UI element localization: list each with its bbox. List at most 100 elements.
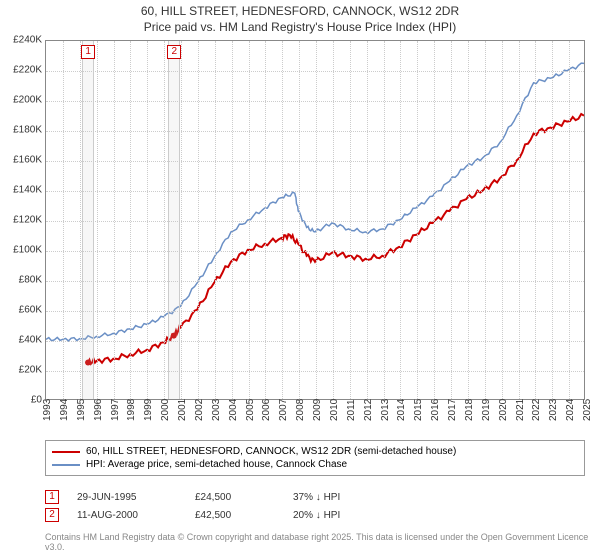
y-tick-label: £20K <box>2 365 42 376</box>
sale-marker-band <box>82 41 94 399</box>
x-tick-label: 2012 <box>363 399 374 421</box>
sale-marker-box: 1 <box>81 45 95 59</box>
y-gridline <box>46 71 584 72</box>
legend-swatch <box>52 451 80 453</box>
sale-marker-box: 2 <box>167 45 181 59</box>
y-tick-label: £60K <box>2 305 42 316</box>
series-price_paid <box>88 114 584 364</box>
y-gridline <box>46 311 584 312</box>
x-tick-label: 2023 <box>548 399 559 421</box>
x-tick-label: 2019 <box>481 399 492 421</box>
x-gridline <box>114 41 115 399</box>
x-gridline <box>502 41 503 399</box>
sale-marker-icon: 2 <box>45 508 59 522</box>
y-gridline <box>46 191 584 192</box>
x-tick-label: 2016 <box>430 399 441 421</box>
x-gridline <box>265 41 266 399</box>
y-tick-label: £40K <box>2 335 42 346</box>
x-tick-label: 1998 <box>126 399 137 421</box>
x-gridline <box>384 41 385 399</box>
table-row: 1 29-JUN-1995 £24,500 37% ↓ HPI <box>45 488 585 506</box>
y-gridline <box>46 341 584 342</box>
x-tick-label: 1995 <box>76 399 87 421</box>
x-gridline <box>97 41 98 399</box>
chart-container: 60, HILL STREET, HEDNESFORD, CANNOCK, WS… <box>0 0 600 560</box>
x-gridline <box>367 41 368 399</box>
x-gridline <box>80 41 81 399</box>
legend: 60, HILL STREET, HEDNESFORD, CANNOCK, WS… <box>45 440 585 476</box>
x-tick-label: 2025 <box>582 399 593 421</box>
x-gridline <box>350 41 351 399</box>
sale-price: £24,500 <box>195 492 275 503</box>
x-gridline <box>400 41 401 399</box>
y-gridline <box>46 161 584 162</box>
y-tick-label: £80K <box>2 275 42 286</box>
y-gridline <box>46 251 584 252</box>
plot-area: 1993199419951996199719981999200020012002… <box>45 40 585 400</box>
y-tick-label: £160K <box>2 155 42 166</box>
y-tick-label: £140K <box>2 185 42 196</box>
sale-date: 29-JUN-1995 <box>77 492 177 503</box>
legend-label: 60, HILL STREET, HEDNESFORD, CANNOCK, WS… <box>86 446 456 457</box>
sale-marker-icon: 1 <box>45 490 59 504</box>
legend-label: HPI: Average price, semi-detached house,… <box>86 459 347 470</box>
x-tick-label: 2008 <box>295 399 306 421</box>
x-gridline <box>468 41 469 399</box>
x-tick-label: 1994 <box>59 399 70 421</box>
x-tick-label: 1993 <box>42 399 53 421</box>
x-gridline <box>434 41 435 399</box>
x-tick-label: 2010 <box>329 399 340 421</box>
y-tick-label: £220K <box>2 65 42 76</box>
x-tick-label: 2015 <box>413 399 424 421</box>
x-gridline <box>451 41 452 399</box>
x-tick-label: 1997 <box>110 399 121 421</box>
x-tick-label: 2004 <box>228 399 239 421</box>
x-gridline <box>569 41 570 399</box>
x-gridline <box>299 41 300 399</box>
legend-item: 60, HILL STREET, HEDNESFORD, CANNOCK, WS… <box>52 445 578 458</box>
x-tick-label: 2007 <box>278 399 289 421</box>
x-gridline <box>63 41 64 399</box>
x-gridline <box>198 41 199 399</box>
legend-item: HPI: Average price, semi-detached house,… <box>52 458 578 471</box>
x-tick-label: 2013 <box>380 399 391 421</box>
sale-marker-band <box>168 41 180 399</box>
x-tick-label: 1996 <box>93 399 104 421</box>
x-gridline <box>249 41 250 399</box>
chart-title: 60, HILL STREET, HEDNESFORD, CANNOCK, WS… <box>0 0 600 35</box>
x-gridline <box>232 41 233 399</box>
y-gridline <box>46 371 584 372</box>
title-line-2: Price paid vs. HM Land Registry's House … <box>0 20 600 36</box>
x-gridline <box>282 41 283 399</box>
x-gridline <box>316 41 317 399</box>
legend-swatch <box>52 464 80 466</box>
chart-svg <box>46 41 584 399</box>
y-tick-label: £240K <box>2 35 42 46</box>
x-gridline <box>164 41 165 399</box>
sales-table: 1 29-JUN-1995 £24,500 37% ↓ HPI 2 11-AUG… <box>45 488 585 524</box>
x-gridline <box>130 41 131 399</box>
x-tick-label: 2024 <box>565 399 576 421</box>
sale-date: 11-AUG-2000 <box>77 510 177 521</box>
x-tick-label: 2022 <box>531 399 542 421</box>
x-tick-label: 2002 <box>194 399 205 421</box>
y-gridline <box>46 221 584 222</box>
sale-delta: 20% ↓ HPI <box>293 510 413 521</box>
x-tick-label: 2003 <box>211 399 222 421</box>
x-gridline <box>417 41 418 399</box>
x-tick-label: 2011 <box>346 399 357 421</box>
y-tick-label: £200K <box>2 95 42 106</box>
x-tick-label: 2021 <box>515 399 526 421</box>
x-gridline <box>181 41 182 399</box>
x-gridline <box>147 41 148 399</box>
y-gridline <box>46 131 584 132</box>
x-tick-label: 2018 <box>464 399 475 421</box>
x-tick-label: 2000 <box>160 399 171 421</box>
x-gridline <box>552 41 553 399</box>
y-gridline <box>46 281 584 282</box>
x-gridline <box>333 41 334 399</box>
x-gridline <box>535 41 536 399</box>
series-hpi <box>46 63 584 341</box>
sale-price: £42,500 <box>195 510 275 521</box>
sale-delta: 37% ↓ HPI <box>293 492 413 503</box>
